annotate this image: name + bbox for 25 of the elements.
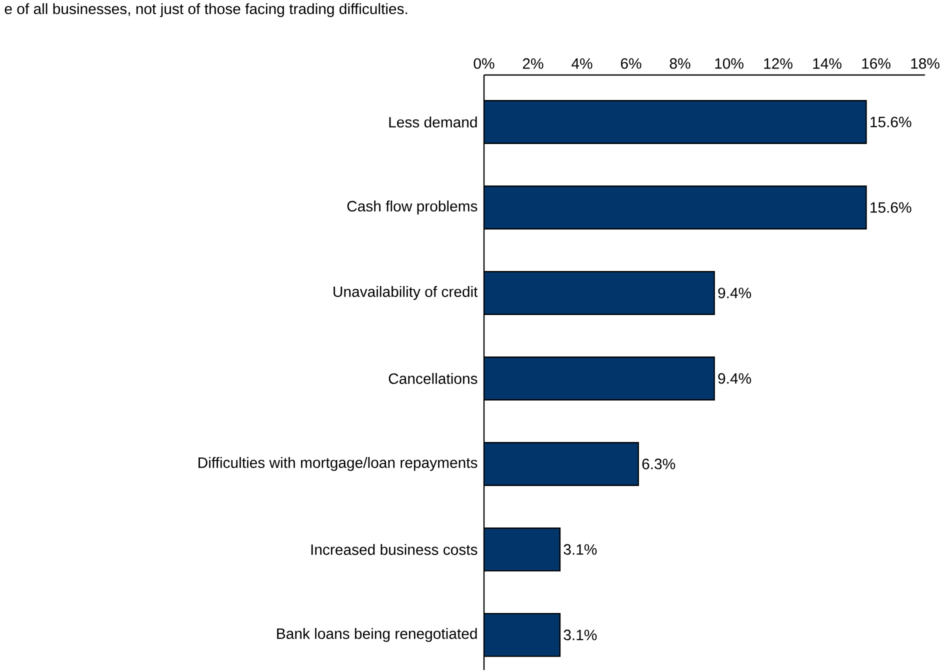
x-tick-label: 4% bbox=[572, 58, 592, 69]
x-tick-label: 8% bbox=[670, 58, 690, 69]
data-label: 3.1% bbox=[564, 544, 597, 555]
data-label: 3.1% bbox=[564, 630, 597, 640]
x-tick-label: 14% bbox=[813, 58, 842, 69]
y-tick-label: Bank loans being renegotiated bbox=[277, 628, 477, 642]
x-tick-label: 6% bbox=[620, 58, 642, 69]
data-label: 15.6% bbox=[870, 116, 912, 128]
data-label: 9.4% bbox=[718, 373, 752, 384]
x-tick-label: 12% bbox=[764, 58, 792, 69]
x-tick-label: 10% bbox=[715, 58, 744, 69]
y-tick-label: Less demand bbox=[389, 116, 477, 128]
x-tick-label: 16% bbox=[862, 58, 890, 69]
y-tick-label: Cash flow problems bbox=[347, 200, 478, 215]
data-label: 15.6% bbox=[870, 202, 912, 213]
x-tick-label: 2% bbox=[522, 58, 544, 69]
y-tick-label: Difficulties with mortgage/loan repayments bbox=[198, 457, 478, 472]
x-tick-label: 18% bbox=[911, 58, 940, 69]
data-label: 6.3% bbox=[642, 458, 676, 470]
y-tick-label: Cancellations bbox=[388, 373, 478, 384]
y-tick-label: Increased business costs bbox=[311, 544, 478, 556]
data-label: 9.4% bbox=[718, 288, 752, 298]
y-tick-label: Unavailability of credit bbox=[334, 286, 478, 300]
x-tick-label: 0% bbox=[474, 58, 494, 69]
text: e of all businesses, not just of those facing trading difficulties. bbox=[4, 3, 408, 18]
